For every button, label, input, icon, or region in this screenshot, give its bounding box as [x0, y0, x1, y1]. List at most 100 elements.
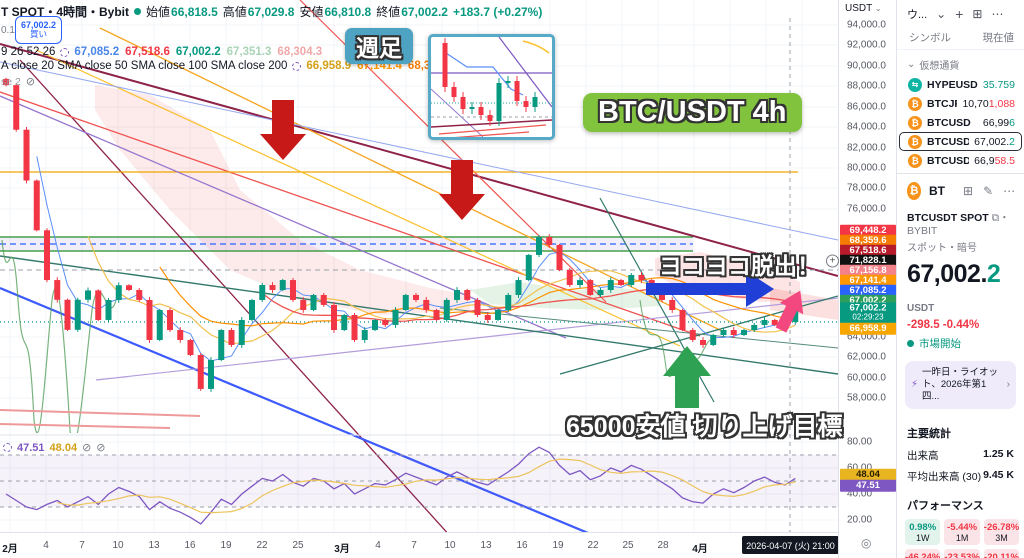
low-label: 安値	[299, 5, 324, 19]
chevron-down-icon[interactable]: ⌄	[936, 7, 947, 21]
external-link-icon[interactable]: ⧉	[991, 212, 1000, 224]
price-tick: 90,000.0	[847, 60, 886, 72]
market-open-dot-icon	[907, 340, 914, 347]
close-label: 終値	[376, 5, 401, 19]
time-axis-label: 7	[79, 540, 85, 551]
price-label-chip: 68,359.6	[840, 234, 896, 248]
ichimoku-legend[interactable]: 9 26 52 26 67,085.2 67,518.6 67,002.2 67,35…	[1, 46, 328, 58]
btc-coin-icon: ₿	[908, 134, 922, 149]
price-tick: 58,000.0	[847, 392, 886, 404]
buy-label: 買い	[29, 29, 47, 40]
time-axis-label: 4月	[692, 544, 708, 555]
rsi-legend[interactable]: 47.51 48.04 ⊘ ⊘	[3, 441, 106, 454]
symbol-price: 66,958.5	[974, 154, 1015, 167]
main-chart-pane[interactable]: T SPOT・4時間・Bybit 始値 66,818.5 高値 67,029.8 安…	[0, 0, 842, 558]
time-axis-label: 22	[587, 540, 599, 551]
price-tick: 64,000.0	[847, 331, 886, 343]
eye-off-icon[interactable]: ⊘	[82, 442, 92, 454]
more-options-icon[interactable]: ⋯	[991, 7, 1004, 21]
indicator-partial-row[interactable]: se 2 ⊘	[1, 75, 36, 89]
watchlist-row-btcusdt[interactable]: ₿ BTCUSDT 67,002.2	[899, 132, 1022, 151]
time-axis-label: 13	[148, 540, 160, 551]
add-symbol-icon[interactable]: +	[955, 6, 964, 22]
edit-icon[interactable]: ✎	[983, 184, 994, 198]
grid-layout-icon[interactable]: ⊞	[963, 184, 974, 198]
price-chart-canvas[interactable]	[0, 0, 838, 558]
watchlist-columns: シンボル 現在値	[897, 26, 1024, 50]
low-value: 66,810.8	[324, 4, 372, 19]
price-tick: 82,000.0	[847, 142, 886, 154]
loading-spinner-icon	[292, 61, 302, 71]
watchlist-group-crypto[interactable]: ⌄ 仮想通貨	[907, 59, 960, 72]
watchlist-row-btcusd.f[interactable]: ₿ BTCUSD.F 66,958.5	[899, 151, 1022, 170]
sell-price-partial[interactable]: 0.1	[1, 25, 15, 36]
price-tick: 92,000.0	[847, 39, 886, 51]
symbol-name: BTCUSDT	[927, 135, 970, 148]
change-value: +183.7 (+0.27%)	[452, 4, 543, 19]
performance-cell-1y: -20.11%1Y	[983, 548, 1020, 558]
symbol-title[interactable]: T SPOT・4時間・Bybit	[1, 5, 130, 19]
indicator-value: 67,351.3	[226, 46, 272, 58]
indicator-value: 68,304.3	[277, 46, 323, 58]
stat-row: 平均出来高 (30) 9.45 K	[907, 468, 1014, 483]
market-status: 市場開始	[897, 332, 1024, 355]
time-axis-label: 25	[292, 540, 304, 551]
buy-button[interactable]: 67,002.2 買い	[15, 16, 62, 44]
rsi-value: 47.51	[17, 441, 45, 454]
news-card[interactable]: ⚡ 一昨日・ライオット、2026年第1四... ›	[905, 361, 1016, 409]
price-unit-dropdown[interactable]: USDT ⌄	[845, 3, 882, 14]
eye-off-icon[interactable]: ⊘	[25, 76, 36, 88]
time-axis-label: 10	[112, 540, 124, 551]
price-tick: 40.00	[847, 488, 873, 500]
watchlist-row-hypeusd[interactable]: ⇆ HYPEUSD 35.759	[899, 75, 1022, 94]
symbol-price: 67,002.2	[974, 135, 1015, 148]
symbol-title-row: BTCUSDT SPOT ⧉・BYBIT	[907, 212, 1010, 237]
performance-grid: 0.98%1W-5.44%1M-26.78%3M -46.24%6M-23.53%…	[897, 517, 1024, 558]
time-axis-label: 16	[184, 540, 196, 551]
symbol-price: 66,996	[982, 116, 1015, 129]
watchlist-row-btcusd[interactable]: ₿ BTCUSD 66,996	[899, 113, 1022, 132]
high-label: 高値	[222, 5, 247, 19]
price-tick: 84,000.0	[847, 121, 886, 133]
price-tick: 60,000.0	[847, 372, 886, 384]
eye-off-icon[interactable]: ⊘	[96, 442, 106, 454]
loading-spinner-icon	[3, 443, 12, 452]
btc-coin-icon: ₿	[907, 182, 921, 200]
weekly-chart-inset	[428, 34, 555, 140]
indicator-value: 67,518.6	[125, 46, 170, 58]
column-price[interactable]: 現在値	[982, 32, 1015, 44]
weekly-mini-chart	[430, 36, 553, 139]
time-axis-label: 16	[516, 540, 528, 551]
column-symbol[interactable]: シンボル	[909, 32, 951, 44]
symbol-name: BTCUSD	[927, 116, 971, 129]
indicator-value: 67,085.2	[74, 46, 120, 58]
symbol-subtitle: スポット・暗号	[907, 243, 977, 254]
price-label-chip: 67,002.2 02:29:23	[840, 302, 896, 324]
performance-cell-ytd: -23.53%YTD	[944, 548, 980, 558]
performance-cell-6m: -46.24%6M	[905, 548, 941, 558]
add-alert-plus-icon[interactable]: +	[826, 254, 839, 268]
scale-settings-icon[interactable]: ◎	[861, 536, 872, 550]
high-value: 67,029.8	[247, 4, 295, 19]
time-axis[interactable]: 2026-04-07 (火) 21:00 2月 4 7 10 13 16 19 22 25 3月 4…	[0, 532, 839, 558]
symbol-price: 67,002.2 USDT	[907, 260, 1001, 314]
symbol-price: 35.759	[982, 78, 1015, 91]
chevron-right-icon: ›	[1006, 379, 1010, 391]
time-axis-label: 7	[411, 540, 417, 551]
time-axis-label: 25	[622, 540, 634, 551]
price-tick: 80,000.0	[847, 162, 886, 174]
price-tick: 94,000.0	[847, 19, 886, 31]
watchlist-name-dropdown[interactable]: ウ...	[907, 9, 928, 21]
performance-cell-3m: -26.78% 3M	[983, 518, 1020, 545]
price-scale[interactable]: USDT ⌄ + 94,000.0 92,000.0 90,000.0 88,000.…	[826, 0, 896, 558]
time-axis-label: 10	[444, 540, 456, 551]
watchlist-row-btcjpy[interactable]: ₿ BTCJPY 10,701,088	[899, 94, 1022, 113]
weekly-callout-label: 週足	[345, 28, 413, 64]
blue-right-arrow	[646, 271, 774, 307]
close-value: 67,002.2	[401, 4, 448, 19]
window-layout-icon[interactable]: ⊞	[972, 7, 983, 21]
loading-spinner-icon	[60, 47, 70, 57]
time-axis-label: 3月	[334, 544, 350, 555]
more-options-icon[interactable]: ⋯	[1003, 184, 1016, 198]
